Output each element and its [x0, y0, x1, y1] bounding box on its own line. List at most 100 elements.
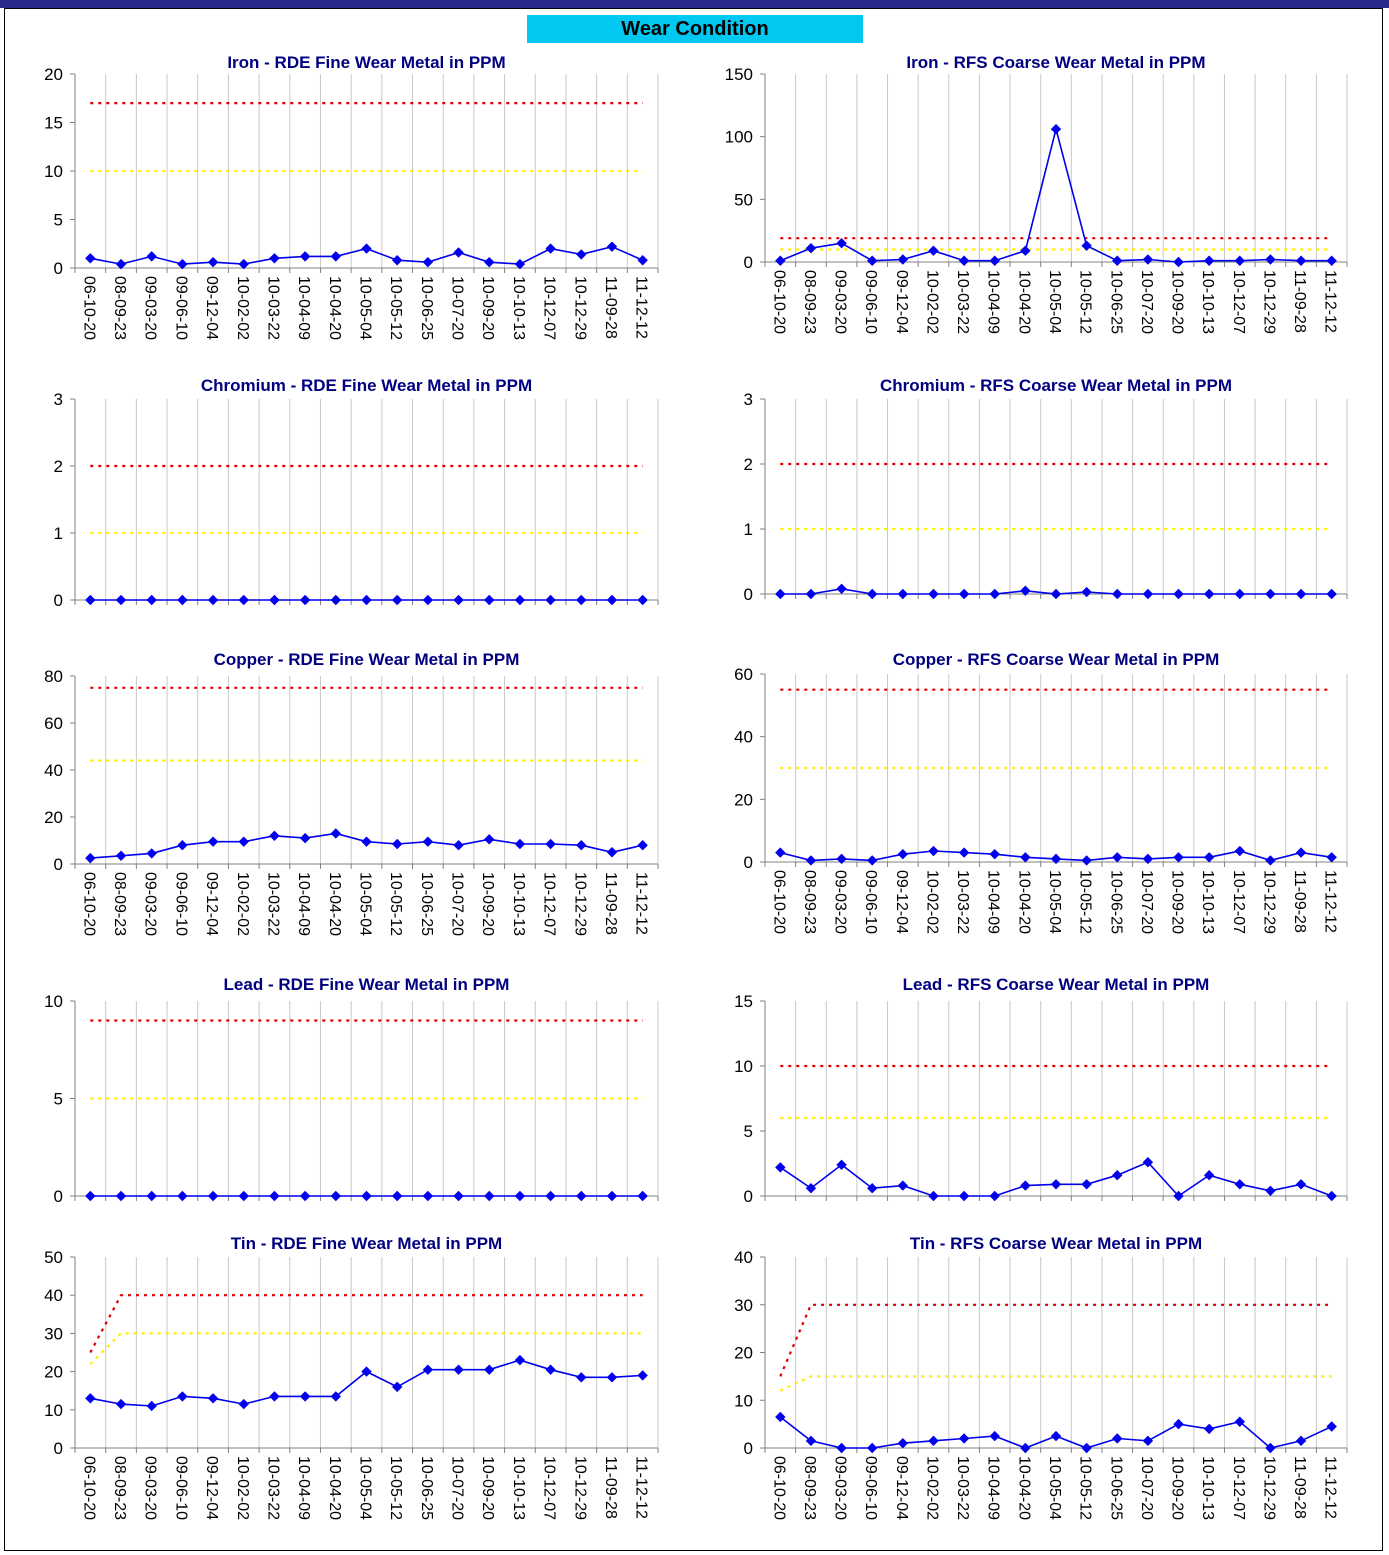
data-point — [269, 830, 280, 842]
x-tick-label: 10-06-25 — [418, 872, 435, 936]
data-point — [1173, 852, 1184, 863]
data-point — [453, 247, 464, 258]
data-point — [805, 1435, 817, 1447]
x-tick-label: 10-04-20 — [1015, 870, 1032, 934]
x-tick-label: 10-05-12 — [387, 1456, 404, 1520]
y-tick-label: 10 — [44, 1401, 63, 1420]
x-tick-label: 06-10-20 — [770, 870, 787, 934]
x-tick-label: 11-09-28 — [1291, 270, 1308, 333]
data-point — [177, 594, 188, 606]
x-tick-label: 10-05-12 — [1077, 1456, 1094, 1520]
data-point — [1234, 1179, 1245, 1190]
x-tick-label: 10-07-20 — [449, 1456, 466, 1520]
chart-title: Iron - RDE Fine Wear Metal in PPM — [227, 53, 505, 72]
x-tick-label: 10-02-02 — [923, 270, 940, 334]
data-point — [1326, 852, 1337, 863]
data-point — [1234, 1416, 1245, 1427]
data-point — [330, 251, 342, 262]
data-point — [1295, 255, 1307, 266]
x-tick-label: 10-04-09 — [295, 872, 312, 936]
data-point — [299, 594, 311, 606]
y-tick-label: 10 — [734, 1057, 753, 1076]
data-point — [484, 1364, 495, 1375]
x-tick-label: 10-04-09 — [985, 870, 1002, 934]
data-point — [1050, 588, 1062, 600]
x-tick-label: 10-07-20 — [1138, 870, 1155, 934]
x-tick-label: 10-12-29 — [571, 872, 588, 936]
data-point — [1020, 1442, 1031, 1454]
data-point — [1326, 1421, 1337, 1432]
data-point — [805, 855, 817, 866]
y-tick-label: 0 — [744, 253, 753, 272]
data-point — [545, 1190, 556, 1202]
x-tick-label: 10-04-20 — [1015, 1456, 1032, 1520]
data-point — [1050, 123, 1062, 135]
data-point — [606, 594, 618, 606]
y-tick-label: 3 — [54, 390, 63, 409]
data-point — [928, 245, 939, 256]
x-tick-label: 08-09-23 — [111, 1456, 128, 1520]
data-point — [928, 1190, 939, 1202]
data-point — [484, 594, 495, 606]
y-tick-label: 50 — [44, 1248, 63, 1267]
x-tick-label: 10-05-12 — [387, 872, 404, 936]
x-tick-label: 10-05-12 — [387, 276, 404, 340]
data-point — [361, 836, 372, 847]
y-tick-label: 40 — [734, 728, 753, 747]
chart-1: Iron - RDE Fine Wear Metal in PPM 0 5 10 15 2… — [44, 53, 659, 340]
x-tick-label: 10-03-22 — [264, 276, 281, 340]
data-point — [545, 838, 556, 850]
x-tick-label: 09-12-04 — [893, 870, 910, 934]
y-tick-label: 20 — [44, 65, 63, 84]
chart-2: Iron - RFS Coarse Wear Metal in PPM 0 50 10… — [725, 53, 1348, 334]
y-tick-label: 2 — [744, 455, 753, 474]
data-point — [1142, 254, 1154, 265]
data-point — [1020, 245, 1031, 256]
data-point — [1265, 855, 1276, 866]
y-tick-label: 0 — [744, 1439, 753, 1458]
data-point — [391, 838, 403, 850]
data-point — [1203, 852, 1215, 863]
data-point — [867, 1442, 878, 1454]
x-tick-label: 11-12-12 — [633, 1456, 650, 1519]
x-tick-label: 10-04-20 — [1015, 270, 1032, 334]
data-point — [115, 258, 127, 270]
y-tick-label: 0 — [54, 1187, 63, 1206]
x-tick-label: 10-12-29 — [1260, 270, 1277, 334]
x-tick-label: 10-02-02 — [234, 872, 251, 936]
data-point — [85, 253, 96, 264]
x-tick-label: 09-06-10 — [172, 1456, 189, 1520]
data-point — [299, 832, 311, 844]
data-point — [238, 1190, 249, 1202]
y-tick-label: 10 — [44, 162, 63, 181]
x-tick-label: 10-10-13 — [1199, 270, 1216, 334]
data-point — [1173, 256, 1184, 268]
data-point — [1234, 588, 1245, 600]
y-tick-label: 0 — [54, 259, 63, 278]
x-tick-label: 10-07-20 — [1138, 270, 1155, 334]
data-point — [606, 1190, 618, 1202]
data-point — [146, 251, 157, 262]
y-tick-label: 5 — [54, 1090, 63, 1109]
data-point — [576, 1190, 587, 1202]
data-point — [1326, 255, 1337, 266]
data-point — [1203, 255, 1215, 266]
y-tick-label: 2 — [54, 457, 63, 476]
data-point — [1203, 588, 1215, 600]
data-point — [299, 251, 311, 262]
y-tick-label: 150 — [725, 65, 753, 84]
data-point — [514, 838, 526, 850]
report-frame — [4, 8, 1383, 1551]
data-point — [484, 1190, 495, 1202]
x-tick-label: 10-05-04 — [1046, 270, 1063, 334]
data-point — [897, 254, 909, 265]
data-point — [958, 1433, 970, 1444]
data-point — [1203, 1423, 1215, 1435]
y-tick-label: 40 — [734, 1248, 753, 1267]
x-tick-label: 06-10-20 — [80, 276, 97, 340]
data-point — [1020, 585, 1031, 596]
x-tick-label: 09-06-10 — [862, 1456, 879, 1520]
chart-7: Lead - RDE Fine Wear Metal in PPM 0 5 10 — [44, 975, 659, 1206]
x-tick-label: 09-12-04 — [893, 1456, 910, 1520]
x-tick-label: 10-05-04 — [357, 276, 374, 340]
